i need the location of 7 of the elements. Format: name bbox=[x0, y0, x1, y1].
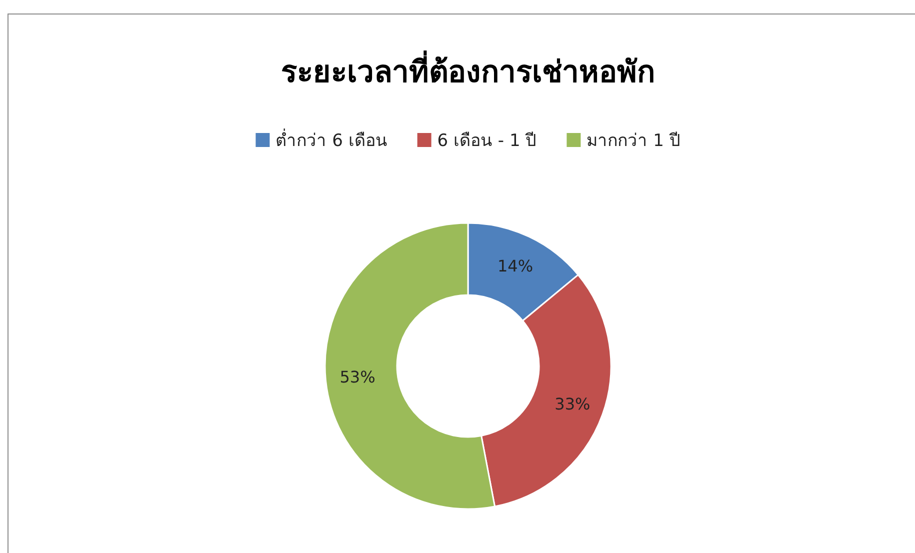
legend-label: 6 เดือน - 1 ปี bbox=[437, 131, 537, 151]
legend-label: ต่ำกว่า 6 เดือน bbox=[276, 128, 388, 151]
chart-title: ระยะเวลาที่ต้องการเช่าหอพัก bbox=[281, 50, 655, 90]
data-label: 33% bbox=[554, 394, 590, 414]
data-label: 53% bbox=[340, 367, 376, 386]
legend-label: มากกว่า 1 ปี bbox=[586, 131, 680, 151]
data-label: 14% bbox=[497, 256, 534, 276]
